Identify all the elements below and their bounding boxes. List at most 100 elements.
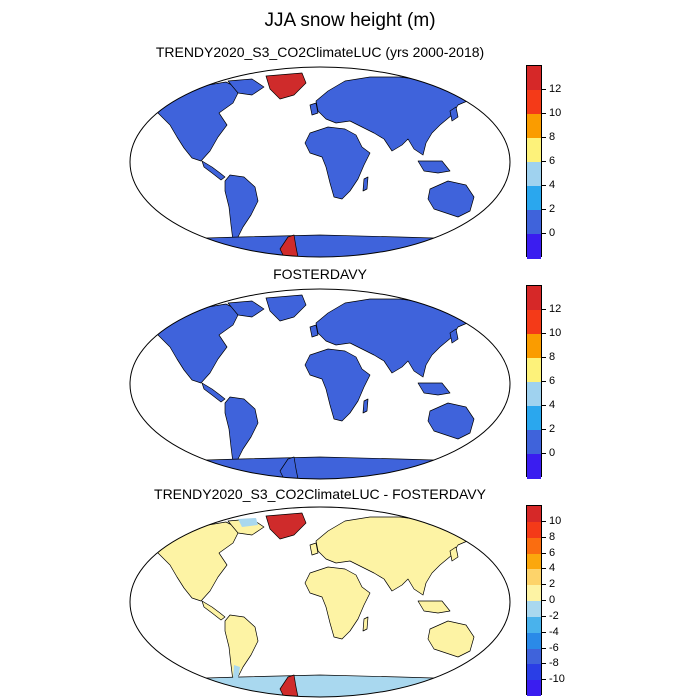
colorbar-fosterdavy: 12 10 8 6 4 2 0: [520, 285, 580, 479]
colorbar-label: 0: [549, 227, 556, 239]
colorbar-tick: [542, 453, 546, 454]
colorbar-label: 0: [549, 594, 556, 606]
colorbar-segment: [527, 382, 541, 407]
land-antarctic-peninsula: [279, 234, 299, 257]
colorbar-tick: [542, 161, 546, 162]
difference-accent-1: [233, 665, 240, 679]
colorbar-segment: [527, 430, 541, 455]
colorbar-label: 6: [549, 155, 556, 167]
colorbar-segment: [527, 114, 541, 139]
colorbar-label: -6: [549, 641, 559, 654]
colorbar-label: 12: [549, 303, 562, 315]
colorbar-label: -2: [549, 609, 559, 622]
land-new-zealand: [481, 436, 487, 450]
land-antarctic-peninsula: [279, 674, 299, 697]
land-africa: [304, 566, 371, 640]
colorbar-segment: [527, 186, 541, 211]
colorbar-segment: [527, 521, 541, 539]
colorbar-tick: [542, 615, 546, 617]
land-japan: [449, 106, 459, 122]
land-africa: [304, 348, 371, 422]
colorbar-tick: [542, 185, 546, 186]
land-uk: [309, 542, 319, 556]
colorbar-label: 0: [549, 447, 556, 459]
colorbar-box: [526, 65, 542, 259]
map-border: [129, 66, 511, 258]
colorbar-tick: [542, 429, 546, 430]
colorbar-segment: [527, 537, 541, 554]
land-new-zealand: [481, 214, 487, 228]
colorbar-tick: [542, 89, 546, 90]
colorbar-tick: [542, 357, 546, 358]
colorbar-tick: [542, 405, 546, 406]
colorbar-segment: [527, 648, 541, 665]
colorbar-segment: [527, 601, 541, 618]
land-madagascar: [362, 176, 369, 192]
colorbar-tick: [542, 333, 546, 334]
map-border: [129, 288, 511, 480]
colorbar-label: 8: [549, 530, 556, 543]
land-japan: [449, 546, 459, 562]
colorbar-label: -4: [549, 625, 559, 638]
colorbar-segment: [527, 358, 541, 383]
land-antarctica: [173, 456, 467, 479]
colorbar-label: 2: [549, 203, 556, 215]
land-greenland: [265, 72, 307, 100]
colorbar-tick: [542, 679, 546, 681]
colorbar-segment: [527, 66, 541, 91]
colorbar-tick: [542, 663, 546, 665]
land-japan: [449, 328, 459, 344]
colorbar-segment: [527, 664, 541, 681]
map-fosterdavy: [129, 288, 511, 480]
colorbar-label: -8: [549, 657, 559, 670]
colorbar-box: [526, 505, 542, 697]
land-australia: [427, 180, 475, 218]
land-antarctica: [173, 674, 467, 697]
colorbar-tick: [542, 137, 546, 138]
land-australia: [427, 402, 475, 440]
land-central-america: [201, 160, 226, 181]
colorbar-tick: [542, 600, 546, 601]
colorbar-label: 10: [549, 327, 562, 339]
colorbar-tick: [542, 568, 546, 570]
colorbar-tick: [542, 233, 546, 234]
land-greenland: [265, 294, 307, 322]
colorbar-label: 4: [549, 399, 556, 411]
map-border: [129, 506, 511, 698]
colorbar-label: 4: [549, 562, 556, 575]
land-indonesia: [417, 382, 451, 396]
colorbar-segment: [527, 454, 541, 479]
colorbar-segment: [527, 506, 541, 523]
colorbar-label: 4: [549, 179, 556, 191]
colorbar-label: 2: [549, 423, 556, 435]
colorbar-tick: [542, 584, 546, 586]
colorbar-segment: [527, 210, 541, 235]
land-madagascar: [362, 616, 369, 632]
land-greenland: [265, 512, 307, 540]
colorbar-label: 6: [549, 375, 556, 387]
colorbar-tick: [542, 631, 546, 633]
colorbar-label: 10: [549, 107, 562, 119]
colorbar-segment: [527, 310, 541, 335]
figure-title: JJA snow height (m): [264, 10, 436, 31]
colorbar-tick: [542, 381, 546, 382]
colorbar-segment: [527, 286, 541, 311]
colorbar-segment: [527, 680, 541, 697]
colorbar-segment: [527, 569, 541, 586]
land-indonesia: [417, 160, 451, 174]
colorbar-tick: [542, 309, 546, 310]
colorbar-label: 10: [549, 514, 562, 527]
colorbar-segment: [527, 616, 541, 634]
colorbar-segment: [527, 138, 541, 163]
colorbar-label: 12: [549, 83, 562, 95]
colorbar-segment: [527, 585, 541, 602]
colorbar-tick: [542, 552, 546, 554]
panel-title-fosterdavy: FOSTERDAVY: [273, 266, 367, 282]
colorbar-box: [526, 285, 542, 479]
map-trendy: [129, 66, 511, 258]
colorbar-segment: [527, 553, 541, 570]
panel-title-difference: TRENDY2020_S3_CO2ClimateLUC - FOSTERDAVY: [154, 486, 486, 502]
land-antarctica: [173, 234, 467, 257]
colorbar-tick: [542, 113, 546, 114]
colorbar-segment: [527, 334, 541, 359]
